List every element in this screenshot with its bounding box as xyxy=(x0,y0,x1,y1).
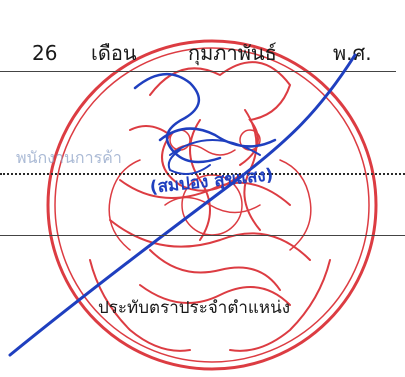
date-day: 26 xyxy=(32,41,58,65)
date-month: กุมภาพันธ์ xyxy=(188,41,277,65)
date-era: พ.ศ. xyxy=(333,41,372,65)
name-line xyxy=(0,235,405,236)
signature-dotted-line xyxy=(0,173,405,175)
faint-position-label: พนักงานการค้า xyxy=(16,148,122,167)
seal-caption: ประทับตราประจำตำแหน่ง xyxy=(98,298,290,318)
date-underline xyxy=(0,71,396,72)
date-month-word: เดือน xyxy=(91,41,137,65)
